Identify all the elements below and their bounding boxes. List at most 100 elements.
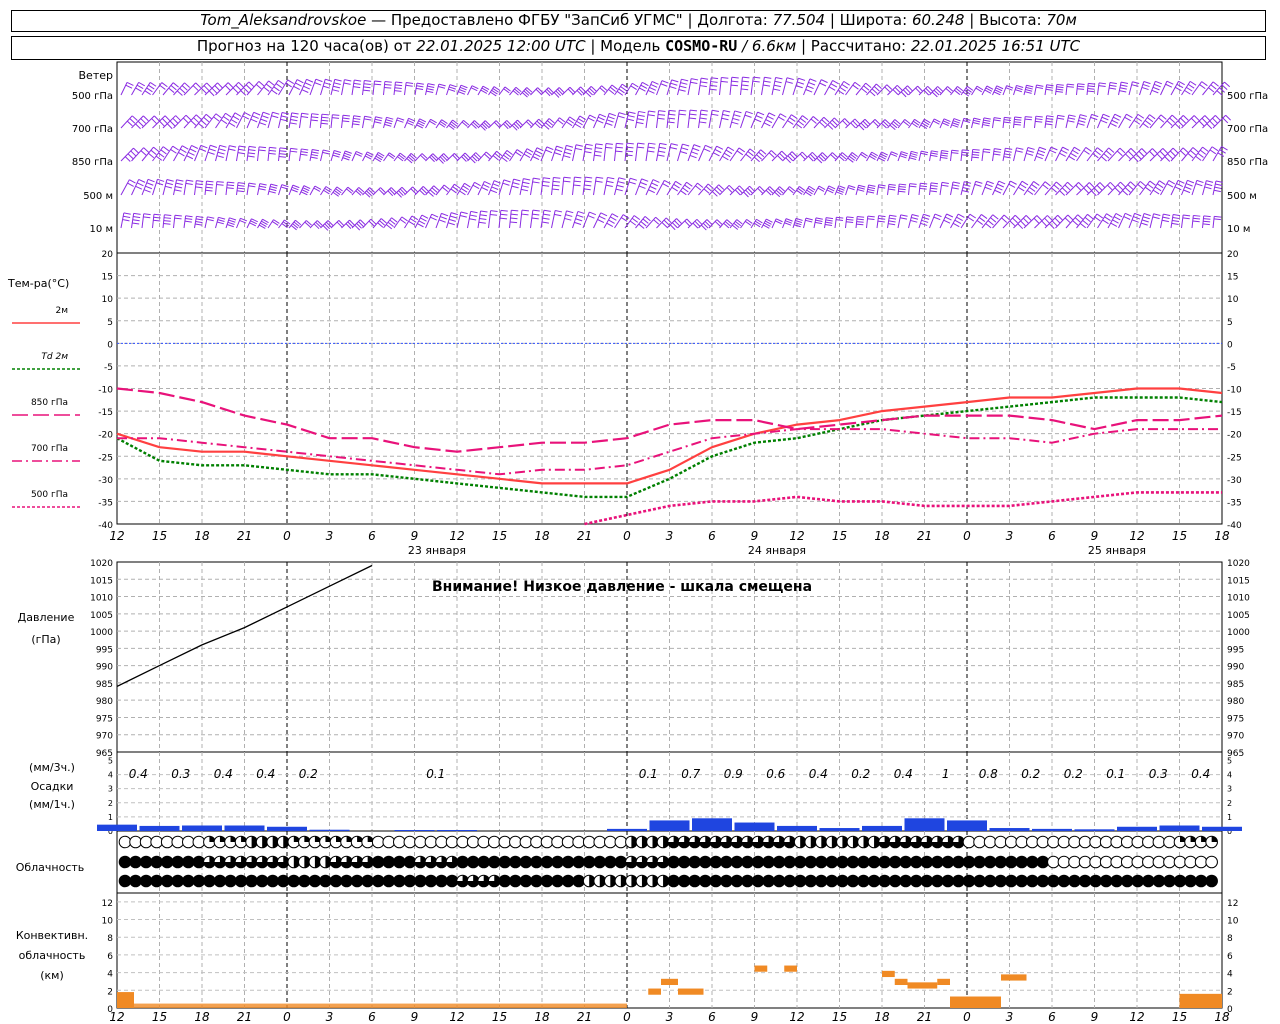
wind-barb-staff <box>425 153 434 162</box>
wind-barb-feather <box>736 150 744 156</box>
wind-barb-staff <box>656 143 661 162</box>
wind-barb-staff <box>1118 148 1132 162</box>
wind-barb-feather <box>699 117 707 120</box>
wind-barb-feather <box>833 117 840 124</box>
cloud-cover-symbol <box>1205 874 1218 888</box>
wind-barb-feather <box>1025 215 1032 221</box>
wind-barb-feather <box>1189 80 1197 86</box>
wind-barb-staff <box>1160 81 1168 96</box>
wind-barb-feather <box>532 209 540 212</box>
wind-barb-feather <box>1141 86 1149 91</box>
time-axis-label-bottom: 15 <box>152 1010 167 1024</box>
wind-barb-feather <box>1004 150 1012 153</box>
precip-value-label: 0.8 <box>979 767 998 781</box>
wind-barb-feather <box>1014 116 1022 119</box>
conv-base-strip <box>117 1003 627 1008</box>
wind-barb-feather <box>1135 116 1143 122</box>
wind-barb-feather <box>524 88 531 95</box>
wind-barb-feather <box>1074 217 1081 223</box>
wind-barb-feather <box>124 156 131 162</box>
wind-barb-feather <box>638 110 646 114</box>
wind-barb-feather <box>1149 150 1155 157</box>
wind-barb-feather <box>484 153 490 160</box>
wind-barb-feather <box>1088 82 1096 85</box>
wind-barb-feather <box>503 88 510 94</box>
wind-barb-feather <box>892 120 899 127</box>
wind-barb-staff <box>1139 81 1145 96</box>
wind-barb-staff <box>1149 180 1160 196</box>
wind-barb-feather <box>479 214 487 217</box>
wind-barb-feather <box>523 178 531 181</box>
cloud-cover-symbol <box>836 855 849 869</box>
wind-barb-feather <box>429 156 435 163</box>
wind-barb-feather <box>279 153 287 155</box>
wind-barb-feather <box>710 81 718 83</box>
wind-barb-feather <box>856 223 864 226</box>
wind-barb-staff <box>677 218 688 229</box>
wind-barb-feather <box>374 83 382 86</box>
wind-barb-feather <box>546 88 553 95</box>
cloud-cover-symbol <box>530 835 543 849</box>
time-axis-label-top: 21 <box>237 529 252 543</box>
wind-barb-feather <box>934 213 942 218</box>
wind-barb-feather <box>767 188 774 194</box>
wind-barb-staff <box>1118 213 1126 229</box>
wind-barb-feather <box>963 184 971 187</box>
precip-bar <box>1117 826 1157 831</box>
wind-barb-feather <box>721 76 729 79</box>
wind-barb-feather <box>522 181 530 185</box>
cloud-cover-fill <box>878 836 891 848</box>
cloud-cover-symbol <box>1047 835 1060 849</box>
wind-barb-feather <box>354 79 362 82</box>
wind-barb-feather <box>644 216 651 222</box>
wind-barb-feather <box>129 179 136 184</box>
wind-barb-feather <box>621 83 629 89</box>
wind-barb-feather <box>583 188 591 191</box>
wind-barb-feather <box>610 216 617 221</box>
wind-barb-staff <box>488 150 498 162</box>
wind-barb-staff <box>918 214 924 229</box>
wind-barb-feather <box>291 186 299 191</box>
wind-barb-feather <box>336 221 343 228</box>
wind-barb-feather <box>694 220 701 227</box>
precip-bar <box>819 828 860 831</box>
time-axis-label-top: 18 <box>534 529 550 543</box>
wind-barb-feather <box>826 217 834 220</box>
conv-tick-right: 2 <box>1227 987 1233 997</box>
wind-barb-feather <box>391 217 398 223</box>
cloud-cover-symbol <box>403 874 417 888</box>
cloud-cover-symbol <box>466 855 480 869</box>
wind-barb-staff <box>593 85 602 96</box>
time-axis-label-bottom: 6 <box>708 1010 716 1024</box>
cloud-cover-symbol <box>129 874 142 888</box>
cloud-cover-symbol <box>582 855 596 869</box>
wind-barb-feather <box>1116 150 1123 157</box>
wind-barb-feather <box>367 188 374 195</box>
precip-bar <box>862 825 902 831</box>
cloud-cover-symbol <box>582 835 596 849</box>
cloud-cover-symbol <box>1057 874 1071 888</box>
wind-barb-feather <box>268 152 276 155</box>
wind-barb-feather <box>846 221 854 224</box>
wind-barb-feather <box>1193 214 1201 217</box>
cloud-cover-fill <box>752 836 764 848</box>
pressure-tick-right: 975 <box>1227 714 1244 724</box>
wind-barb-staff <box>131 179 140 196</box>
wind-barb-staff <box>309 149 313 162</box>
wind-barb-feather <box>673 183 680 189</box>
time-axis-label-bottom: 0 <box>283 1010 291 1024</box>
wind-barb-feather <box>396 119 404 123</box>
wind-barb-feather <box>271 89 278 95</box>
wind-barb-staff <box>572 211 579 229</box>
wind-barb-feather <box>972 148 980 151</box>
wind-barb-feather <box>920 182 928 185</box>
wind-barb-feather <box>196 215 204 218</box>
wind-barb-feather <box>1109 87 1117 90</box>
wind-barb-feather <box>491 89 498 95</box>
wind-barb-staff <box>299 220 307 229</box>
cloud-cover-fill <box>425 856 437 868</box>
wind-barb-feather <box>605 146 613 149</box>
cloud-cover-symbol <box>403 835 417 849</box>
cloud-cover-symbol <box>118 874 132 888</box>
wind-barb-feather <box>671 186 678 192</box>
